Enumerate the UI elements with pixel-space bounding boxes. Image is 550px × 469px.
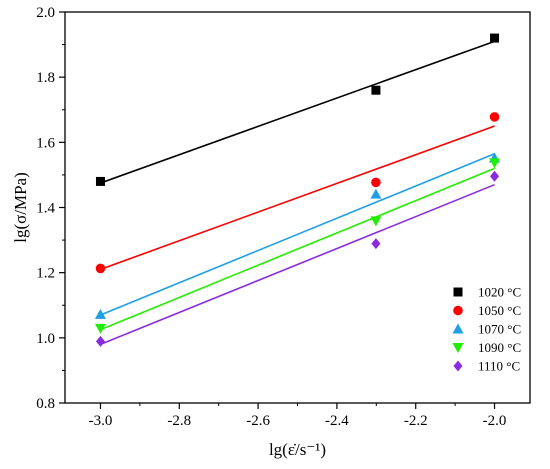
legend-marker <box>452 323 464 334</box>
legend-label: 1090 °C <box>478 340 521 355</box>
x-tick-label: -2.0 <box>483 413 507 429</box>
y-tick-label: 1.2 <box>36 266 55 282</box>
x-tick-label: -2.8 <box>167 413 191 429</box>
legend-marker <box>453 287 463 297</box>
x-axis-ticks: -3.0 -2.8 -2.6 -2.4 -2.2 -2.0 <box>89 403 507 429</box>
x-tick-label: -2.4 <box>325 413 349 429</box>
legend: 1020 °C 1050 °C 1070 °C 1090 °C 1110 °C <box>452 285 521 374</box>
data-point-series-3 <box>94 308 106 319</box>
legend-marker <box>453 305 463 316</box>
data-point-series-4 <box>489 158 501 169</box>
data-point-series-5 <box>371 238 381 250</box>
legend-marker <box>453 360 463 372</box>
x-axis-label: lg(ε̇/s⁻¹) <box>269 440 326 459</box>
fit-line-series-2 <box>100 125 495 271</box>
y-tick-label: 1.0 <box>36 331 55 347</box>
fit-line-series-3 <box>100 152 495 316</box>
data-point-series-5 <box>490 170 500 182</box>
data-point-series-1 <box>95 176 105 186</box>
y-tick-label: 2.0 <box>36 5 55 21</box>
legend-marker <box>452 343 464 353</box>
fit-line-series-5 <box>100 183 495 346</box>
y-tick-label: 1.8 <box>36 70 55 86</box>
legend-label: 1020 °C <box>478 285 521 300</box>
data-point-series-3 <box>370 188 382 199</box>
x-tick-label: -3.0 <box>89 413 113 429</box>
fit-line-series-1 <box>100 40 495 184</box>
data-point-series-4 <box>370 216 382 227</box>
data-point-series-1 <box>490 33 500 43</box>
y-tick-label: 0.8 <box>36 396 55 412</box>
data-point-series-1 <box>371 85 381 95</box>
data-point-series-2 <box>371 177 381 188</box>
legend-label: 1110 °C <box>478 359 520 374</box>
data-point-series-2 <box>95 263 106 274</box>
data-point-series-4 <box>94 323 106 334</box>
y-tick-label: 1.6 <box>36 135 55 151</box>
y-tick-label: 1.4 <box>36 201 55 217</box>
y-axis-ticks: 0.8 1.0 1.2 1.4 1.6 1.8 2.0 <box>36 5 65 412</box>
data-point-series-5 <box>95 335 105 347</box>
legend-label: 1070 °C <box>478 322 521 337</box>
legend-label: 1050 °C <box>478 303 521 318</box>
data-point-series-2 <box>489 112 500 122</box>
x-tick-label: -2.2 <box>404 413 428 429</box>
y-axis-label: lg(σ/MPa) <box>11 172 30 243</box>
fit-line-series-4 <box>100 167 495 331</box>
x-tick-label: -2.6 <box>246 413 270 429</box>
data-points <box>94 33 501 347</box>
fit-lines <box>100 40 495 346</box>
